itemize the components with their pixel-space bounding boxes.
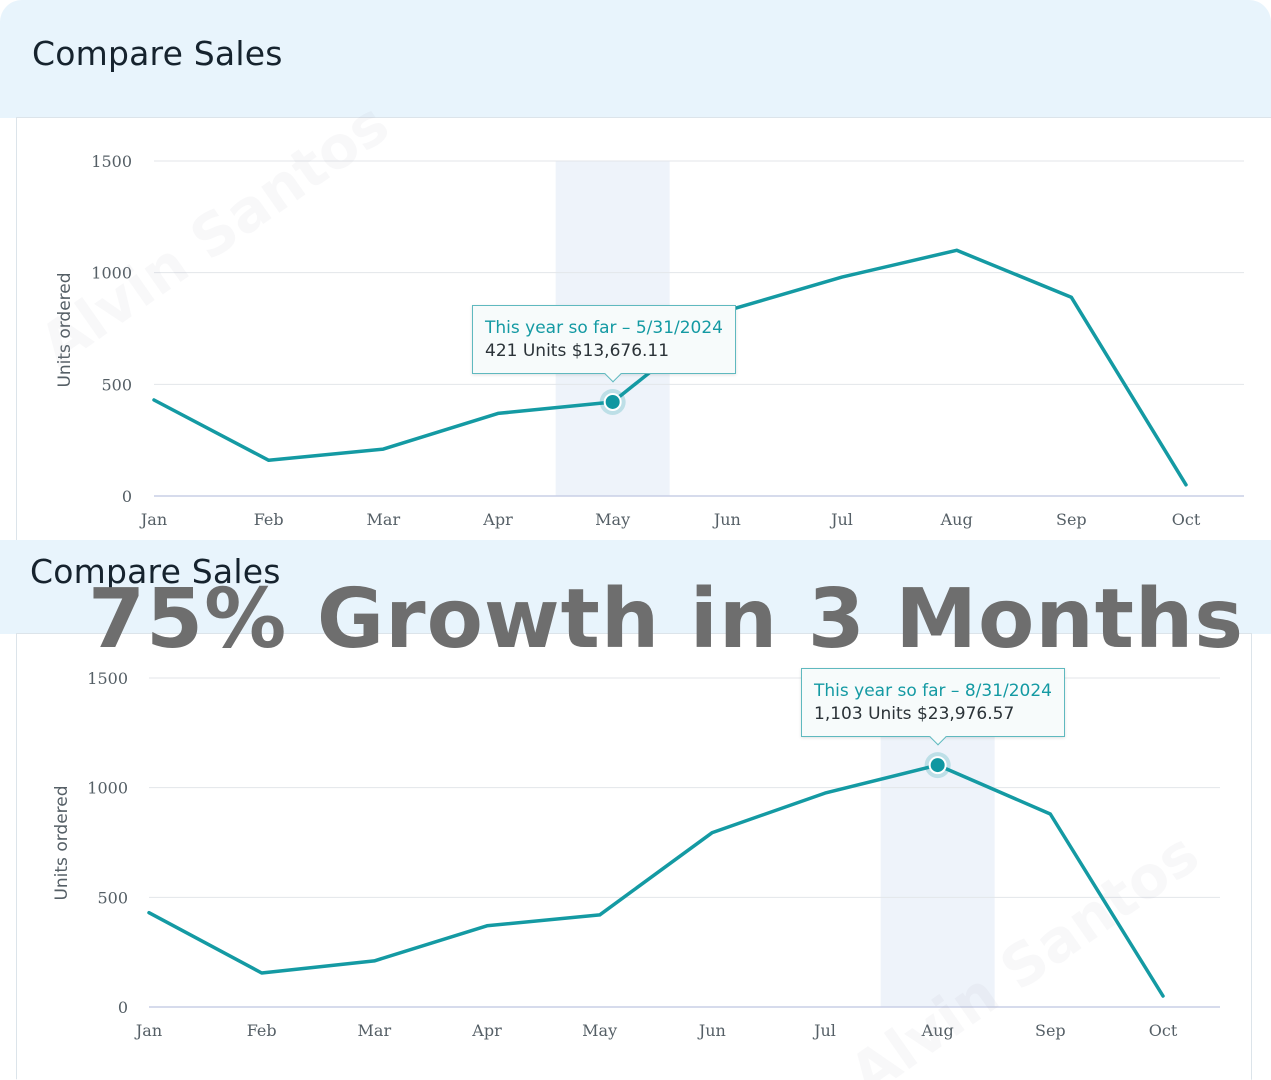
tooltip-body: 421 Units $13,676.11 [485,341,670,361]
x-tick-label: May [595,510,630,529]
x-tick-label: Jun [697,1021,726,1040]
x-tick-label: Oct [1149,1021,1178,1040]
y-tick-label: 1000 [87,779,128,798]
x-tick-label: Mar [367,510,401,529]
y-tick-label: 1000 [91,264,132,283]
x-tick-label: Aug [940,510,973,529]
y-axis-label: Units ordered [52,785,72,900]
panel-title-2: Compare Sales [30,552,281,591]
x-tick-label: Apr [471,1021,502,1040]
y-tick-label: 0 [118,998,128,1017]
x-tick-label: Oct [1172,510,1201,529]
x-tick-label: Feb [247,1021,277,1040]
x-tick-label: Jul [812,1021,836,1040]
panel-title-1: Compare Sales [32,34,283,73]
x-tick-label: Jun [712,510,741,529]
x-tick-label: Apr [482,510,513,529]
tooltip-2: This year so far – 8/31/2024 1,103 Units… [801,668,1065,746]
series-line [147,763,1165,998]
x-tick-label: Aug [921,1021,954,1040]
y-axis-label: Units ordered [55,272,75,387]
x-tick-label: Sep [1056,510,1087,529]
tooltip-title: This year so far – 5/31/2024 [485,318,723,338]
x-tick-label: Sep [1035,1021,1066,1040]
y-tick-label: 0 [122,487,132,506]
tooltip-body: 1,103 Units $23,976.57 [814,704,1015,724]
y-tick-label: 500 [97,888,128,907]
panel-header-2 [0,540,1271,634]
highlight-point [928,756,947,775]
highlight-point [603,392,622,411]
x-tick-label: Jul [829,510,853,529]
panel-header-1 [0,0,1271,118]
headline-overlay: 75% Growth in 3 Months [88,572,1245,667]
x-tick-label: May [582,1021,617,1040]
tooltip-title: This year so far – 8/31/2024 [814,681,1052,701]
y-tick-label: 500 [101,375,132,394]
x-tick-label: Jan [134,1021,162,1040]
tooltip-1: This year so far – 5/31/2024 421 Units $… [472,305,736,383]
x-tick-label: Feb [254,510,284,529]
x-tick-label: Jan [139,510,167,529]
y-tick-label: 1500 [91,152,132,171]
y-tick-label: 1500 [87,669,128,688]
x-tick-label: Mar [358,1021,392,1040]
